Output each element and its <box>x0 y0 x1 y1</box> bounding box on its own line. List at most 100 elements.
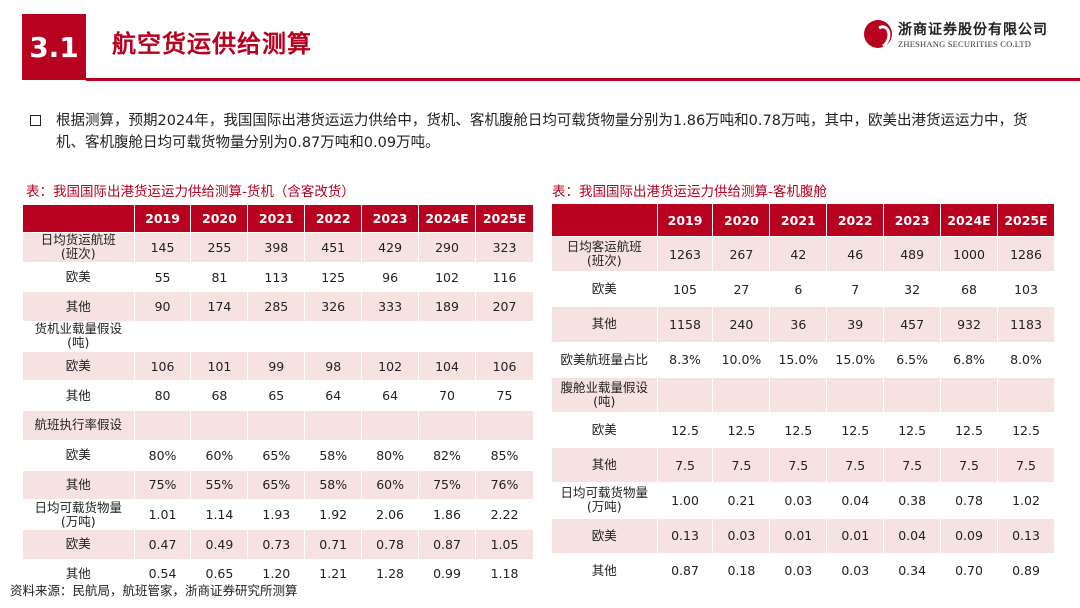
row-label-cell: 货机业载量假设 (吨) <box>22 321 135 352</box>
value-cell: 90 <box>133 291 192 323</box>
value-cell <box>190 321 249 352</box>
value-cell: 102 <box>361 350 420 382</box>
value-cell: 102 <box>418 261 476 293</box>
value-cell: 81 <box>190 261 249 293</box>
value-cell: 76% <box>474 469 535 501</box>
value-cell: 7.5 <box>940 447 998 484</box>
row-label-cell: 欧美 <box>551 517 658 554</box>
row-label-cell: 其他 <box>551 552 658 589</box>
value-cell: 0.03 <box>826 552 885 589</box>
value-cell: 15.0% <box>769 341 828 378</box>
year-header-cell: 2022 <box>304 204 363 233</box>
row-label-cell: 其他 <box>551 447 658 484</box>
value-cell: 255 <box>190 232 249 263</box>
year-header-cell: 2020 <box>712 203 771 237</box>
value-cell: 145 <box>133 232 192 263</box>
value-cell: 1286 <box>997 235 1055 273</box>
table-row: 其他 80 68 65 64 64 70 75 <box>22 380 535 412</box>
value-cell: 285 <box>247 291 306 323</box>
value-cell: 0.03 <box>769 482 828 519</box>
value-cell: 6.5% <box>883 341 942 378</box>
row-label-cell: 日均货运航班 (班次) <box>22 232 135 263</box>
row-label-cell: 其他 <box>22 469 135 501</box>
year-header-cell: 2022 <box>826 203 885 237</box>
value-cell: 0.87 <box>656 552 714 589</box>
row-label-cell: 欧美 <box>551 411 658 449</box>
value-cell: 0.13 <box>656 517 714 554</box>
value-cell: 1.18 <box>474 558 535 590</box>
value-cell: 12.5 <box>940 411 998 449</box>
value-cell: 1.00 <box>656 482 714 519</box>
value-cell: 333 <box>361 291 420 323</box>
value-cell: 6.8% <box>940 341 998 378</box>
row-label-cell: 欧美 <box>551 271 658 308</box>
table-row: 欧美 106 101 99 98 102 104 106 <box>22 350 535 382</box>
value-cell: 1.93 <box>247 499 306 530</box>
value-cell: 0.09 <box>940 517 998 554</box>
row-label-cell: 其他 <box>551 306 658 343</box>
page-title: 航空货运供给测算 <box>112 30 312 58</box>
value-cell: 113 <box>247 261 306 293</box>
value-cell <box>247 321 306 352</box>
value-cell: 99 <box>247 350 306 382</box>
value-cell: 82% <box>418 439 476 471</box>
row-label-cell: 欧美 <box>22 350 135 382</box>
value-cell: 58% <box>304 439 363 471</box>
value-cell: 12.5 <box>769 411 828 449</box>
year-header-cell: 2019 <box>656 203 714 237</box>
table-row: 其他 90 174 285 326 333 189 207 <box>22 291 535 323</box>
row-label-cell: 日均客运航班 (班次) <box>551 235 658 273</box>
value-cell: 15.0% <box>826 341 885 378</box>
logo-chinese-name: 浙商证券股份有限公司 <box>898 22 1048 38</box>
row-label-cell: 其他 <box>22 291 135 323</box>
value-cell: 12.5 <box>656 411 714 449</box>
right-table-caption: 表：我国国际出港货运运力供给测算-客机腹舱 <box>552 184 827 200</box>
value-cell: 64 <box>361 380 420 412</box>
row-label-cell: 日均可载货物量 (万吨) <box>22 499 135 530</box>
value-cell: 75% <box>418 469 476 501</box>
value-cell: 0.03 <box>769 552 828 589</box>
value-cell: 0.04 <box>826 482 885 519</box>
value-cell: 0.01 <box>769 517 828 554</box>
value-cell: 27 <box>712 271 771 308</box>
value-cell: 12.5 <box>712 411 771 449</box>
value-cell <box>361 410 420 441</box>
value-cell <box>247 410 306 441</box>
value-cell <box>997 376 1055 413</box>
value-cell: 60% <box>190 439 249 471</box>
value-cell: 7.5 <box>883 447 942 484</box>
value-cell: 55 <box>133 261 192 293</box>
value-cell <box>474 321 535 352</box>
value-cell <box>190 410 249 441</box>
year-header-cell: 2024E <box>940 203 998 237</box>
value-cell <box>418 321 476 352</box>
value-cell: 326 <box>304 291 363 323</box>
value-cell: 106 <box>133 350 192 382</box>
value-cell: 932 <box>940 306 998 343</box>
value-cell: 0.04 <box>883 517 942 554</box>
value-cell: 101 <box>190 350 249 382</box>
value-cell: 0.73 <box>247 528 306 560</box>
table-row: 欧美 55 81 113 125 96 102 116 <box>22 261 535 293</box>
value-cell: 7.5 <box>712 447 771 484</box>
value-cell: 0.78 <box>361 528 420 560</box>
value-cell: 1.86 <box>418 499 476 530</box>
table-header-row: 2019 2020 2021 2022 2023 2024E 2025E <box>22 204 535 233</box>
value-cell: 125 <box>304 261 363 293</box>
value-cell: 104 <box>418 350 476 382</box>
value-cell: 0.87 <box>418 528 476 560</box>
value-cell: 267 <box>712 235 771 273</box>
logo-english-name: ZHESHANG SECURITIES CO.LTD <box>898 39 1032 49</box>
value-cell: 75 <box>474 380 535 412</box>
value-cell: 46 <box>826 235 885 273</box>
row-label-cell: 日均可载货物量 (万吨) <box>551 482 658 519</box>
table-row: 其他 0.54 0.65 1.20 1.21 1.28 0.99 1.18 <box>22 558 535 590</box>
left-table-caption: 表：我国国际出港货运运力供给测算-货机（含客改货） <box>26 184 355 200</box>
square-bullet-icon <box>30 115 41 126</box>
row-label-cell: 腹舱业载量假设 (吨) <box>551 376 658 413</box>
value-cell: 1.14 <box>190 499 249 530</box>
value-cell <box>474 410 535 441</box>
value-cell: 80% <box>133 439 192 471</box>
value-cell: 65 <box>247 380 306 412</box>
year-header-cell: 2019 <box>133 204 192 233</box>
